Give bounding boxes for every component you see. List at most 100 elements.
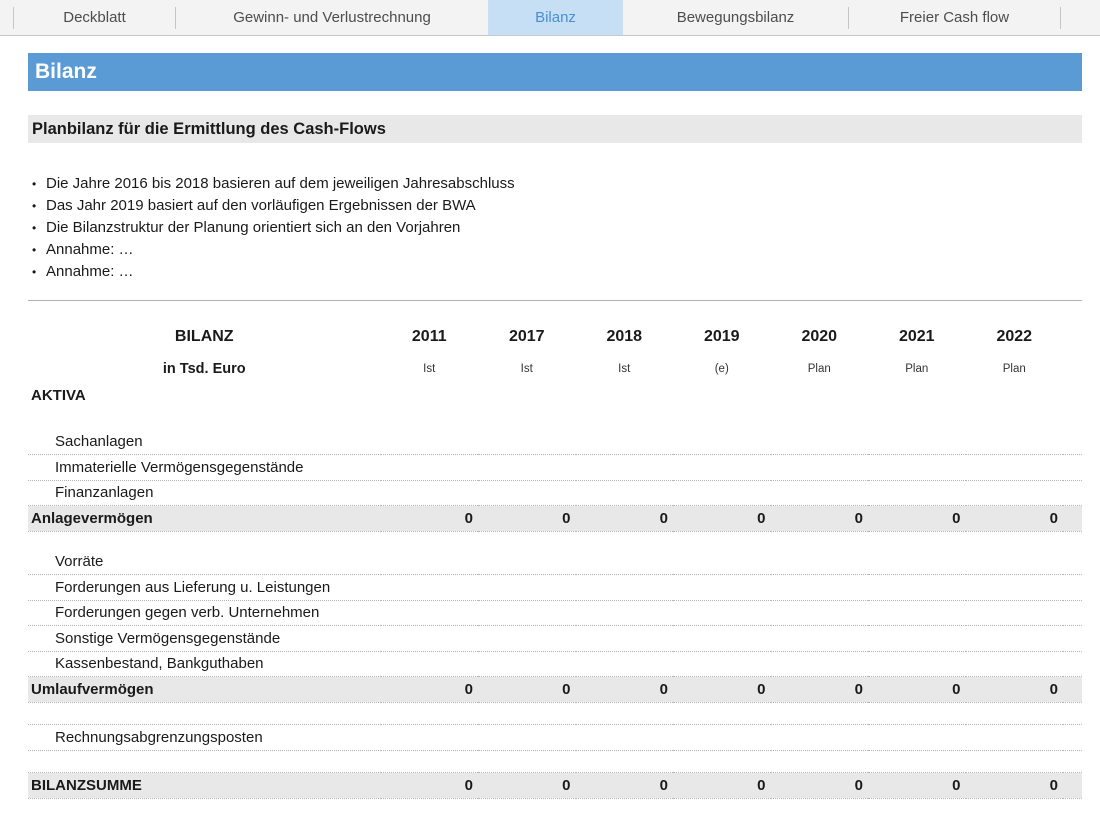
value-cell[interactable] [868,724,966,751]
value-cell[interactable] [673,454,771,481]
value-cell[interactable] [575,454,673,481]
value-cell[interactable] [380,549,478,575]
value-cell[interactable] [575,429,673,455]
row-label-cell[interactable]: Umlaufvermögen [28,676,381,703]
value-cell[interactable] [868,651,966,677]
value-cell[interactable] [770,625,868,652]
value-cell[interactable] [673,574,771,601]
value-cell[interactable] [478,549,576,575]
value-cell[interactable]: 0 [770,676,868,703]
value-cell[interactable] [673,549,771,575]
value-cell[interactable]: 0 [965,505,1063,532]
tab-bewegungsbilanz[interactable]: Bewegungsbilanz [676,9,795,26]
value-cell[interactable] [770,724,868,751]
row-label-cell[interactable]: Kassenbestand, Bankguthaben [28,651,381,677]
value-cell[interactable] [770,651,868,677]
value-cell[interactable]: 0 [673,505,771,532]
value-cell[interactable] [575,724,673,751]
value-cell[interactable]: 0 [868,505,966,532]
row-label-cell[interactable]: Rechnungsabgrenzungsposten [28,724,381,751]
value-cell[interactable]: 0 [673,676,771,703]
value-cell[interactable] [575,625,673,652]
value-cell[interactable] [478,625,576,652]
value-cell[interactable] [575,651,673,677]
value-cell[interactable] [770,600,868,626]
value-cell[interactable] [868,574,966,601]
value-cell[interactable] [965,724,1063,751]
value-cell[interactable] [380,454,478,481]
value-cell[interactable] [868,625,966,652]
value-cell[interactable]: 0 [965,772,1063,799]
value-cell[interactable] [770,480,868,506]
value-cell[interactable]: 0 [478,676,576,703]
value-cell[interactable] [868,600,966,626]
value-cell[interactable] [868,549,966,575]
value-cell[interactable] [478,480,576,506]
value-cell[interactable] [380,651,478,677]
row-label-cell[interactable]: Immaterielle Vermögensgegenstände [28,454,381,481]
tab-bilanz[interactable]: Bilanz [488,0,623,35]
row-label-cell[interactable]: Vorräte [28,549,381,575]
row-label-cell[interactable]: Finanzanlagen [28,480,381,506]
value-cell[interactable] [965,454,1063,481]
value-cell[interactable] [478,454,576,481]
value-cell[interactable]: 0 [478,505,576,532]
value-cell[interactable]: 0 [770,505,868,532]
row-label-cell[interactable]: Sachanlagen [28,429,381,455]
value-cell[interactable] [673,600,771,626]
row-label-cell[interactable]: Sonstige Vermögensgegenstände [28,625,381,652]
value-cell[interactable]: 0 [965,676,1063,703]
value-cell[interactable] [965,549,1063,575]
value-cell[interactable] [868,480,966,506]
value-cell[interactable]: 0 [770,772,868,799]
value-cell[interactable] [868,454,966,481]
value-cell[interactable] [380,429,478,455]
value-cell[interactable]: 0 [868,772,966,799]
value-cell[interactable]: 0 [575,505,673,532]
value-cell[interactable]: 0 [575,772,673,799]
value-cell[interactable] [965,480,1063,506]
value-cell[interactable] [673,724,771,751]
value-cell[interactable] [770,574,868,601]
value-cell[interactable] [965,625,1063,652]
row-label-cell[interactable]: Forderungen aus Lieferung u. Leistungen [28,574,381,601]
value-cell[interactable] [673,480,771,506]
value-cell[interactable] [478,600,576,626]
value-cell[interactable] [380,574,478,601]
tab-deckblatt[interactable]: Deckblatt [63,9,126,26]
value-cell[interactable] [965,429,1063,455]
value-cell[interactable] [478,574,576,601]
value-cell[interactable]: 0 [380,505,478,532]
value-cell[interactable] [965,574,1063,601]
value-cell[interactable] [770,454,868,481]
value-cell[interactable] [575,480,673,506]
value-cell[interactable] [380,480,478,506]
value-cell[interactable]: 0 [673,772,771,799]
value-cell[interactable] [575,574,673,601]
value-cell[interactable]: 0 [380,772,478,799]
value-cell[interactable] [478,429,576,455]
value-cell[interactable] [478,724,576,751]
row-label-cell[interactable]: Anlagevermögen [28,505,381,532]
value-cell[interactable] [575,549,673,575]
value-cell[interactable] [478,651,576,677]
value-cell[interactable] [575,600,673,626]
value-cell[interactable]: 0 [380,676,478,703]
value-cell[interactable] [673,651,771,677]
value-cell[interactable]: 0 [868,676,966,703]
value-cell[interactable] [380,625,478,652]
value-cell[interactable]: 0 [478,772,576,799]
value-cell[interactable] [770,429,868,455]
tab-gewinn-und-verlustrechnung[interactable]: Gewinn- und Verlustrechnung [233,9,431,26]
value-cell[interactable] [673,625,771,652]
value-cell[interactable] [380,724,478,751]
value-cell[interactable]: 0 [575,676,673,703]
value-cell[interactable] [868,429,966,455]
tab-freier-cash-flow[interactable]: Freier Cash flow [899,9,1010,26]
value-cell[interactable] [380,600,478,626]
value-cell[interactable] [965,651,1063,677]
value-cell[interactable] [770,549,868,575]
value-cell[interactable] [673,429,771,455]
row-label-cell[interactable]: Forderungen gegen verb. Unternehmen [28,600,381,626]
value-cell[interactable] [965,600,1063,626]
